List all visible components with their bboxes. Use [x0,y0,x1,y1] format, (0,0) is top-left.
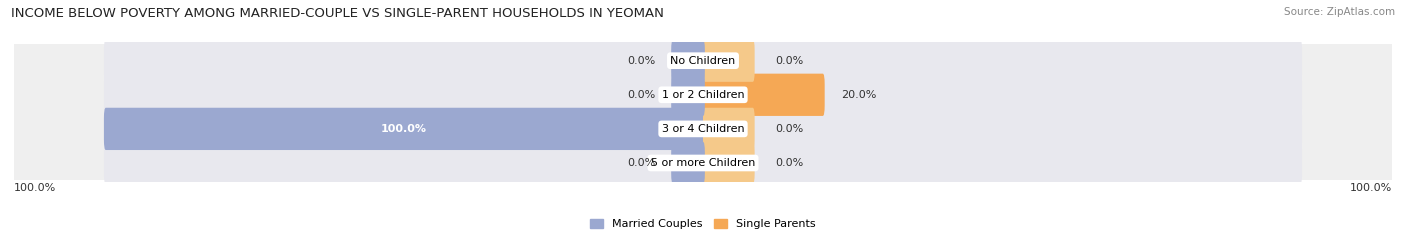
Text: 3 or 4 Children: 3 or 4 Children [662,124,744,134]
FancyBboxPatch shape [104,108,1302,150]
FancyBboxPatch shape [14,44,1392,78]
Text: 100.0%: 100.0% [14,183,56,193]
Text: 0.0%: 0.0% [627,158,655,168]
Text: 100.0%: 100.0% [1350,183,1392,193]
FancyBboxPatch shape [703,108,755,150]
Legend: Married Couples, Single Parents: Married Couples, Single Parents [591,219,815,229]
Text: 5 or more Children: 5 or more Children [651,158,755,168]
FancyBboxPatch shape [703,40,755,82]
Text: 0.0%: 0.0% [627,90,655,100]
FancyBboxPatch shape [104,40,1302,82]
Text: 0.0%: 0.0% [775,158,803,168]
FancyBboxPatch shape [104,142,1302,184]
Text: 0.0%: 0.0% [775,56,803,66]
FancyBboxPatch shape [14,146,1392,180]
FancyBboxPatch shape [703,142,755,184]
FancyBboxPatch shape [671,142,704,184]
Text: Source: ZipAtlas.com: Source: ZipAtlas.com [1284,7,1395,17]
FancyBboxPatch shape [671,40,704,82]
Text: No Children: No Children [671,56,735,66]
Text: INCOME BELOW POVERTY AMONG MARRIED-COUPLE VS SINGLE-PARENT HOUSEHOLDS IN YEOMAN: INCOME BELOW POVERTY AMONG MARRIED-COUPL… [11,7,664,20]
FancyBboxPatch shape [14,78,1392,112]
FancyBboxPatch shape [104,108,704,150]
FancyBboxPatch shape [671,74,704,116]
Text: 0.0%: 0.0% [627,56,655,66]
Text: 0.0%: 0.0% [775,124,803,134]
FancyBboxPatch shape [104,74,1302,116]
FancyBboxPatch shape [703,74,825,116]
Text: 100.0%: 100.0% [381,124,426,134]
Text: 20.0%: 20.0% [841,90,876,100]
Text: 1 or 2 Children: 1 or 2 Children [662,90,744,100]
FancyBboxPatch shape [14,112,1392,146]
